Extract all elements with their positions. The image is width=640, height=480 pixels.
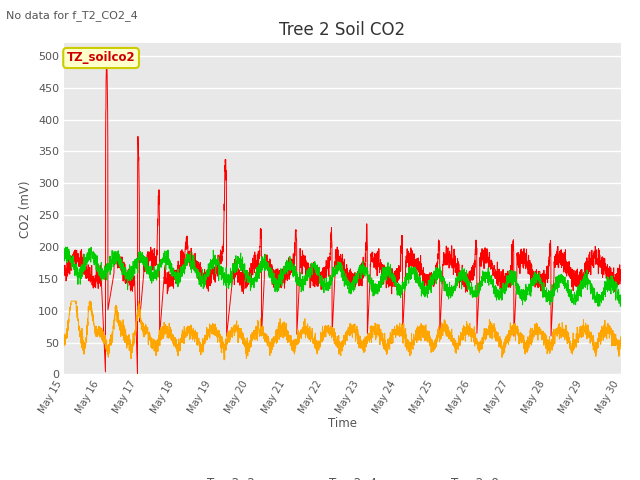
Tree2 -2cm (180, 252, 188, 258)
Tree2 -2cm (617, 270, 625, 276)
Tree2 -4cm (397, 328, 404, 334)
Tree2 -4cm (67, 298, 75, 304)
Tree2 -4cm (407, 348, 415, 354)
Tree2 -4cm (564, 333, 572, 338)
Tree2 -4cm (220, 357, 228, 363)
Text: TZ_soilco2: TZ_soilco2 (67, 51, 136, 64)
Legend: Tree2 -2cm, Tree2 -4cm, Tree2 -8cm: Tree2 -2cm, Tree2 -4cm, Tree2 -8cm (163, 472, 522, 480)
Tree2 -2cm (397, 243, 404, 249)
Tree2 -4cm (180, 337, 188, 343)
Tree2 -8cm (61, 244, 69, 250)
Tree2 -2cm (134, 371, 141, 377)
Tree2 -8cm (180, 270, 188, 276)
Tree2 -8cm (595, 303, 602, 309)
Line: Tree2 -4cm: Tree2 -4cm (64, 301, 621, 360)
Tree2 -8cm (617, 292, 625, 298)
Title: Tree 2 Soil CO2: Tree 2 Soil CO2 (279, 21, 406, 39)
Tree2 -8cm (60, 252, 68, 257)
Tree2 -2cm (617, 273, 625, 279)
Tree2 -8cm (617, 296, 625, 302)
Tree2 -4cm (617, 334, 625, 340)
Tree2 -4cm (60, 343, 68, 349)
Tree2 -4cm (216, 336, 223, 342)
Tree2 -2cm (60, 269, 68, 275)
Line: Tree2 -8cm: Tree2 -8cm (64, 247, 621, 306)
Tree2 -8cm (564, 289, 572, 295)
Tree2 -8cm (406, 276, 414, 282)
Tree2 -8cm (397, 282, 404, 288)
X-axis label: Time: Time (328, 417, 357, 430)
Tree2 -2cm (564, 259, 572, 265)
Tree2 -2cm (407, 252, 415, 258)
Line: Tree2 -2cm: Tree2 -2cm (64, 56, 621, 374)
Tree2 -4cm (617, 346, 625, 352)
Y-axis label: CO2 (mV): CO2 (mV) (19, 180, 33, 238)
Tree2 -2cm (103, 53, 111, 59)
Text: No data for f_T2_CO2_4: No data for f_T2_CO2_4 (6, 10, 138, 21)
Tree2 -8cm (216, 263, 223, 268)
Tree2 -2cm (216, 255, 223, 261)
